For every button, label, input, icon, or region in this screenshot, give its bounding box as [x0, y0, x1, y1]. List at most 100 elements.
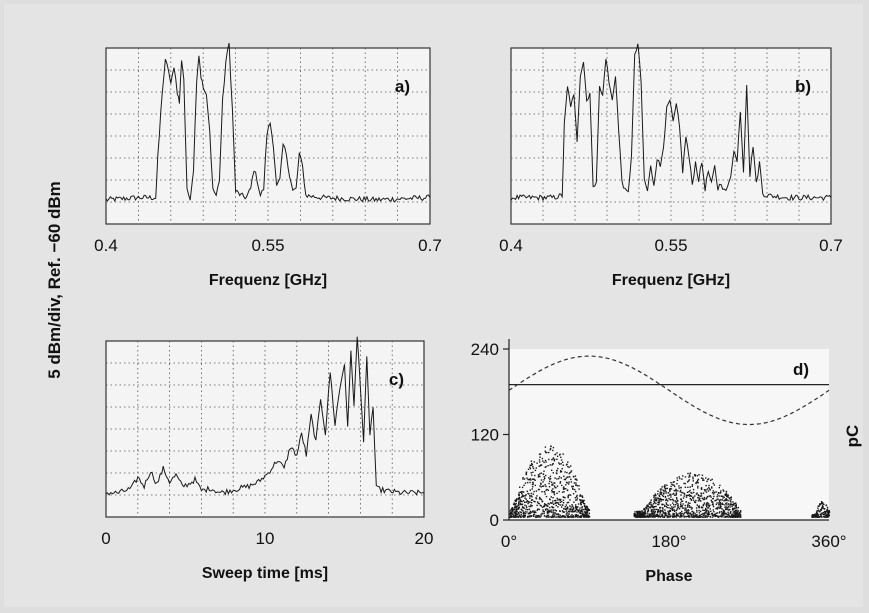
pulse-point: [538, 459, 541, 461]
pulse-point: [667, 504, 669, 506]
pulse-point: [820, 514, 822, 517]
pulse-point: [518, 496, 520, 499]
pulse-point: [708, 484, 710, 487]
pulse-point: [530, 515, 532, 517]
pulse-point: [542, 485, 545, 487]
pulse-point: [529, 510, 532, 512]
pulse-point: [533, 511, 535, 514]
pulse-point: [653, 516, 655, 518]
pulse-point: [574, 510, 576, 513]
pulse-point: [819, 503, 821, 505]
pulse-point: [585, 514, 587, 517]
pulse-point: [532, 481, 534, 484]
pulse-point: [700, 495, 703, 497]
pulse-point: [515, 505, 517, 507]
pulse-point: [544, 491, 546, 493]
pulse-point: [540, 486, 542, 488]
pulse-point: [703, 496, 706, 499]
pulse-point: [702, 516, 704, 518]
pulse-point: [548, 477, 550, 479]
pulse-point: [827, 514, 829, 517]
pulse-point: [544, 450, 546, 452]
pulse-point: [576, 494, 578, 497]
pulse-point: [575, 513, 577, 516]
pulse-point: [575, 509, 577, 511]
pulse-point: [538, 465, 540, 467]
pulse-point: [661, 514, 663, 517]
pulse-point: [582, 513, 584, 515]
pulse-point: [643, 511, 645, 513]
pulse-point: [707, 478, 709, 481]
pulse-point: [707, 511, 710, 513]
pulse-point: [575, 499, 577, 501]
pulse-point: [735, 515, 738, 518]
pulse-point: [680, 486, 682, 489]
pulse-point: [571, 509, 574, 511]
pulse-point: [636, 516, 638, 518]
pulse-point: [697, 487, 699, 489]
pulse-point: [520, 511, 522, 514]
pulse-point: [824, 512, 827, 514]
pulse-point: [558, 476, 561, 478]
pulse-point: [647, 509, 650, 512]
pulse-point: [699, 495, 701, 497]
pulse-point: [659, 497, 662, 500]
pulse-point: [582, 500, 584, 503]
pulse-point: [583, 505, 586, 507]
pulse-point: [549, 478, 551, 480]
pulse-point: [531, 505, 533, 507]
pulse-point: [556, 492, 558, 494]
pulse-point: [655, 513, 658, 516]
pulse-point: [569, 499, 571, 501]
pulse-point: [578, 485, 580, 487]
pulse-point: [529, 497, 531, 499]
right-ylabel: pC: [843, 425, 862, 448]
pulse-point: [567, 506, 569, 509]
pulse-point: [685, 494, 688, 497]
pulse-point: [814, 516, 816, 518]
pulse-point: [672, 484, 674, 486]
pulse-point: [671, 506, 673, 508]
x-tick-label: 0.55: [654, 236, 687, 255]
pulse-point: [543, 470, 545, 472]
pulse-point: [700, 477, 703, 479]
pulse-point: [674, 500, 676, 502]
pulse-point: [549, 449, 551, 451]
pulse-point: [646, 512, 649, 514]
pulse-point: [682, 503, 684, 505]
pulse-point: [705, 491, 708, 493]
pulse-point: [694, 501, 696, 503]
pulse-point: [709, 495, 712, 497]
pulse-point: [693, 516, 695, 518]
pulse-point: [541, 512, 543, 515]
pulse-point: [681, 507, 684, 509]
pulse-point: [578, 516, 580, 518]
pulse-point: [525, 506, 528, 509]
pulse-point: [639, 512, 641, 514]
pulse-point: [825, 514, 828, 517]
pulse-point: [731, 516, 733, 518]
pulse-point: [657, 514, 659, 517]
pulse-point: [522, 500, 525, 502]
pulse-point: [665, 492, 667, 494]
pulse-point: [691, 485, 693, 487]
pulse-point: [545, 489, 547, 491]
pulse-point: [665, 490, 667, 493]
pulse-point: [543, 515, 546, 517]
pulse-point: [695, 482, 697, 484]
pulse-point: [691, 492, 693, 494]
pulse-point: [726, 507, 728, 509]
pulse-point: [515, 515, 518, 518]
pulse-point: [723, 496, 725, 498]
pulse-point: [820, 508, 823, 510]
pulse-point: [700, 488, 703, 490]
pulse-point: [583, 514, 585, 516]
pulse-point: [659, 493, 661, 495]
pulse-point: [823, 503, 825, 506]
pulse-point: [526, 477, 528, 479]
pulse-point: [730, 503, 732, 505]
pulse-point: [530, 460, 533, 462]
pulse-point: [674, 485, 676, 488]
pulse-point: [641, 513, 644, 516]
pulse-point: [817, 514, 819, 516]
